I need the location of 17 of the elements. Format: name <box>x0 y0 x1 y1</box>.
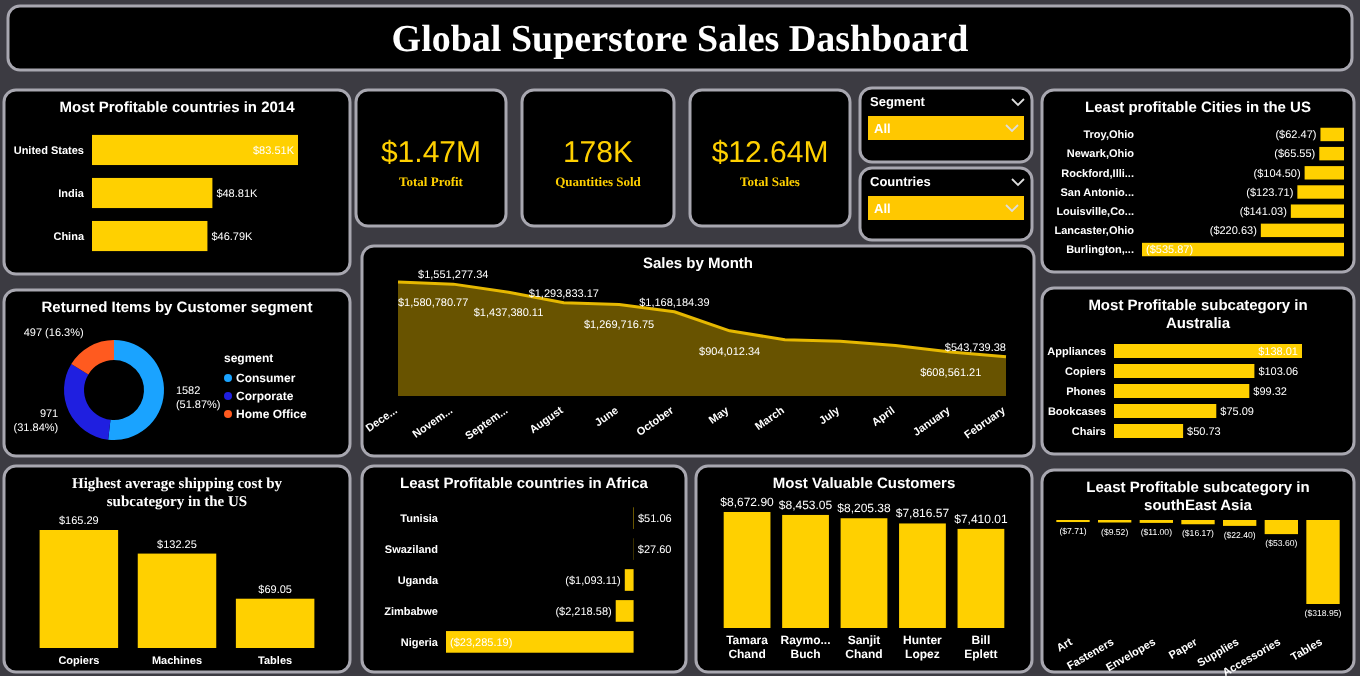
text: $12.64M <box>711 136 829 170</box>
text: 178K <box>562 136 634 170</box>
bar <box>840 518 888 628</box>
bar <box>1114 344 1302 358</box>
bar <box>723 512 771 628</box>
bar <box>782 514 829 628</box>
donut-slice <box>108 340 164 440</box>
text: Global Superstore Sales Dashboard <box>391 19 970 62</box>
bar <box>1114 364 1255 378</box>
text: $1.47M <box>380 136 482 170</box>
bar <box>957 528 1005 628</box>
bar <box>1114 404 1217 418</box>
bar <box>1114 384 1250 398</box>
bar <box>1114 424 1184 438</box>
donut-slice <box>64 364 111 440</box>
bar <box>899 523 946 628</box>
donut-slice <box>71 340 114 375</box>
